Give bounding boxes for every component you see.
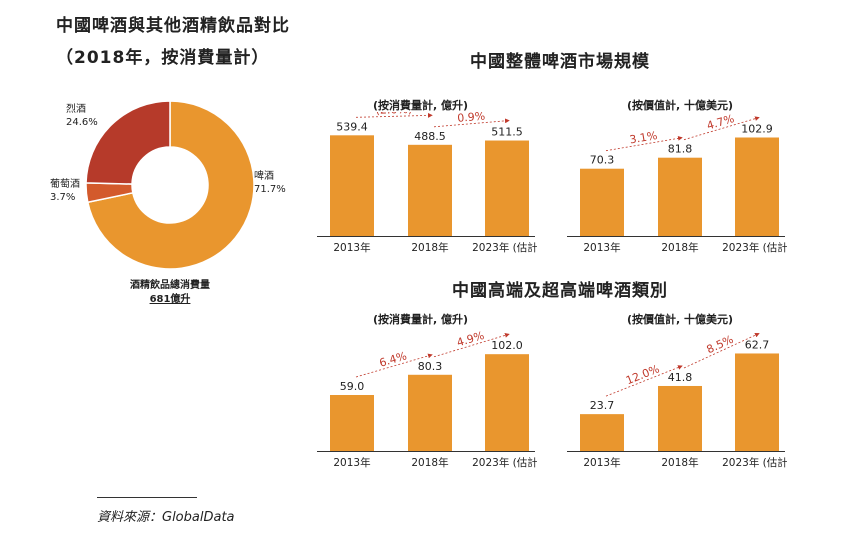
- bar-value-label-2: 102.0: [491, 339, 523, 352]
- category-label-0: 2013年: [333, 456, 370, 469]
- pie-chart: [85, 100, 255, 270]
- growth-arrow-0: [605, 136, 683, 152]
- growth-arrow-0: [605, 365, 683, 397]
- category-label-2: 2023年 (估計): [722, 456, 787, 469]
- bar-0: [330, 135, 374, 236]
- bar-value-label-2: 102.9: [741, 122, 773, 135]
- pie-total: 酒精飲品總消費量 681億升: [90, 279, 250, 307]
- bar-chart-premium-volume: 59.0 2013年 80.3 2018年 102.0 2023年 (估計) 6.4% 4.9…: [317, 329, 537, 469]
- bar-1: [658, 157, 702, 236]
- growth-label-1: 4.7%: [705, 112, 735, 132]
- bar-2: [735, 137, 779, 236]
- pie-label-beer: 啤酒 71.7%: [254, 171, 286, 195]
- category-label-1: 2018年: [411, 456, 448, 469]
- bar-0: [580, 168, 624, 236]
- bar-1: [408, 144, 452, 236]
- growth-arrow-1: [433, 333, 510, 358]
- pie-total-value: 681億升: [149, 294, 191, 305]
- bar-1: [658, 385, 702, 451]
- category-label-0: 2013年: [583, 456, 620, 469]
- growth-arrow-0: [355, 113, 433, 118]
- bar-chart-overall-value: 70.3 2013年 81.8 2018年 102.9 2023年 (估計) 3.1% 4.7…: [567, 112, 787, 254]
- bar-value-label-0: 23.7: [590, 399, 615, 412]
- section-title-premium: 中國高端及超高端啤酒類別: [452, 281, 668, 301]
- pie-slice-spirits: [85, 100, 171, 185]
- bar-chart-premium-value: 23.7 2013年 41.8 2018年 62.7 2023年 (估計) 12.0% 8.5…: [567, 332, 787, 469]
- growth-label-0: 6.4%: [378, 349, 408, 369]
- bar-2: [485, 354, 529, 451]
- bar-value-label-0: 70.3: [590, 154, 615, 167]
- left-title: 中國啤酒與其他酒精飲品對比（2018年，按消費量計）: [56, 16, 290, 68]
- growth-label-0: 3.1%: [629, 129, 659, 147]
- chart1-subtitle: (按消費量計, 億升): [373, 99, 469, 112]
- category-label-1: 2018年: [661, 456, 698, 469]
- bar-value-label-2: 62.7: [745, 338, 770, 351]
- chart3-subtitle: (按消費量計, 億升): [373, 313, 469, 326]
- category-label-0: 2013年: [333, 241, 370, 254]
- pie-label-spirits: 烈酒 24.6%: [66, 104, 98, 128]
- growth-arrow-1: [683, 116, 760, 141]
- category-label-1: 2018年: [411, 241, 448, 254]
- bar-value-label-1: 488.5: [414, 130, 446, 143]
- chart2-subtitle: (按價值計, 十億美元): [627, 99, 734, 112]
- growth-label-0: (2.0%): [375, 112, 412, 117]
- bar-value-label-1: 41.8: [668, 371, 693, 384]
- bar-value-label-1: 81.8: [668, 143, 693, 156]
- bar-0: [580, 414, 624, 451]
- source-divider: [97, 497, 197, 498]
- growth-label-0: 12.0%: [624, 362, 661, 387]
- growth-arrow-1: [433, 118, 510, 128]
- bar-1: [408, 374, 452, 451]
- growth-label-1: 0.9%: [457, 112, 486, 125]
- chart4-subtitle: (按價值計, 十億美元): [627, 313, 734, 326]
- bar-0: [330, 395, 374, 451]
- category-label-2: 2023年 (估計): [472, 241, 537, 254]
- growth-arrow-1: [683, 332, 760, 369]
- pie-slice-beer: [86, 100, 255, 270]
- pie-total-caption: 酒精飲品總消費量: [130, 280, 210, 291]
- category-label-0: 2013年: [583, 241, 620, 254]
- category-label-2: 2023年 (估計): [472, 456, 537, 469]
- pie-label-wine: 葡萄酒 3.7%: [50, 179, 80, 203]
- growth-label-1: 8.5%: [705, 333, 736, 356]
- growth-arrow-0: [355, 353, 433, 378]
- source-note: 資料來源：GlobalData: [97, 510, 235, 525]
- bar-2: [485, 140, 529, 236]
- bar-chart-overall-volume: 539.4 2013年 488.5 2018年 511.5 2023年 (估計) (2.0%…: [317, 112, 537, 254]
- category-label-2: 2023年 (估計): [722, 241, 787, 254]
- section-title-overall: 中國整體啤酒市場規模: [470, 52, 650, 72]
- bar-value-label-0: 59.0: [340, 380, 365, 393]
- category-label-1: 2018年: [661, 241, 698, 254]
- bar-value-label-2: 511.5: [491, 126, 523, 139]
- growth-label-1: 4.9%: [455, 329, 486, 350]
- bar-value-label-0: 539.4: [336, 120, 368, 133]
- bar-2: [735, 353, 779, 451]
- bar-value-label-1: 80.3: [418, 360, 443, 373]
